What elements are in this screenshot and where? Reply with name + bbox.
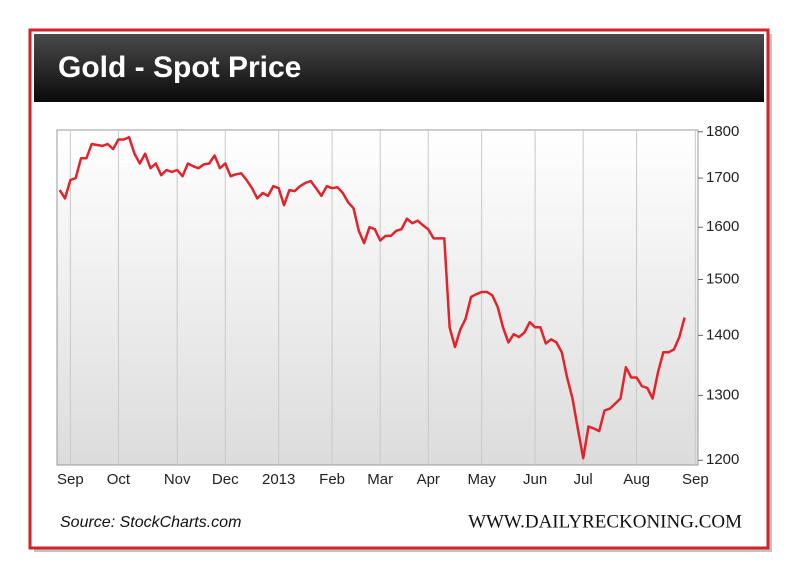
- y-tick-label: 1400: [706, 326, 739, 343]
- x-tick-label: Mar: [367, 471, 393, 488]
- x-tick-label: Apr: [417, 471, 440, 488]
- x-tick-label: Jul: [574, 471, 593, 488]
- credit: WWW.DAILYRECKONING.COM: [468, 511, 742, 532]
- x-tick-label: 2013: [262, 471, 295, 488]
- y-tick-label: 1300: [706, 386, 739, 403]
- y-tick-label: 1700: [706, 169, 739, 186]
- title-bar: [34, 34, 764, 102]
- x-tick-label: Dec: [212, 471, 239, 488]
- x-tick-label: Feb: [319, 471, 345, 488]
- x-tick-label: Nov: [164, 471, 191, 488]
- x-tick-label: Jun: [523, 471, 547, 488]
- y-tick-label: 1800: [706, 123, 739, 140]
- y-tick-label: 1500: [706, 270, 739, 287]
- x-tick-label: Aug: [623, 471, 650, 488]
- x-tick-label: Oct: [107, 471, 131, 488]
- x-tick-label: May: [467, 471, 496, 488]
- plot-area: [56, 129, 699, 466]
- y-tick-label: 1600: [706, 218, 739, 235]
- x-tick-label: Sep: [57, 471, 84, 488]
- price-line: [58, 135, 686, 460]
- source: Source: StockCharts.com: [60, 514, 241, 531]
- y-tick-label: 1200: [706, 451, 739, 468]
- chart-title: Gold - Spot Price: [58, 51, 301, 84]
- x-tick-label: Sep: [682, 471, 709, 488]
